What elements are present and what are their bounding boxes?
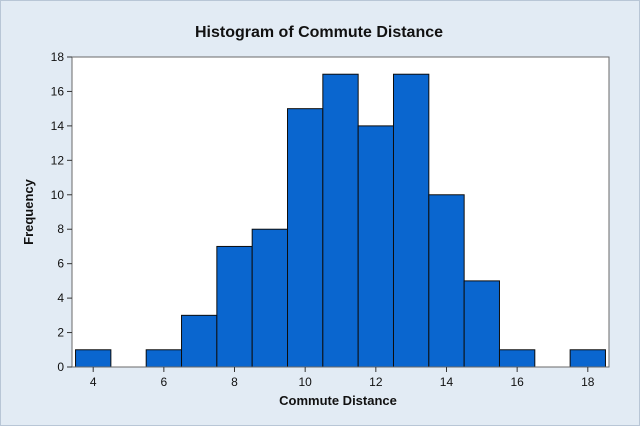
histogram-bar [463,280,500,368]
x-tick-label: 10 [298,375,312,389]
x-tick-label: 12 [369,375,383,389]
histogram-bar [251,228,289,368]
y-tick-label: 14 [51,119,65,133]
y-tick-label: 0 [57,360,64,374]
y-tick-label: 6 [57,257,64,271]
x-tick-label: 16 [510,375,524,389]
x-axis-label: Commute Distance [279,393,397,408]
y-tick-label: 10 [51,188,65,202]
y-tick-label: 2 [57,326,64,340]
histogram-bar [216,245,253,368]
histogram-bar [392,73,430,368]
y-tick-label: 8 [57,222,64,236]
histogram-bar [357,125,394,368]
histogram-bar [498,349,536,368]
x-tick-label: 6 [161,375,168,389]
y-axis: 0 2 4 6 8 10 12 14 16 18 [51,50,72,374]
x-tick-label: 18 [581,375,595,389]
histogram-bar [287,108,324,368]
x-axis: 4 6 8 10 12 14 16 18 [90,367,595,389]
y-tick-label: 16 [51,84,65,98]
y-tick-label: 4 [57,291,64,305]
y-tick-label: 18 [51,50,65,64]
histogram-bar [428,194,465,368]
plot-frame [71,56,610,368]
histogram-bar [145,349,183,368]
x-tick-label: 14 [440,375,454,389]
histogram-bar [322,73,359,368]
histogram-bar [569,349,606,368]
x-tick-label: 4 [90,375,97,389]
histogram-bars [75,73,606,368]
x-tick-label: 8 [231,375,238,389]
histogram-bar [181,314,218,368]
y-axis-label: Frequency [21,178,36,245]
y-tick-label: 12 [51,153,65,167]
chart-title: Histogram of Commute Distance [195,24,443,41]
histogram-bar [75,349,112,368]
